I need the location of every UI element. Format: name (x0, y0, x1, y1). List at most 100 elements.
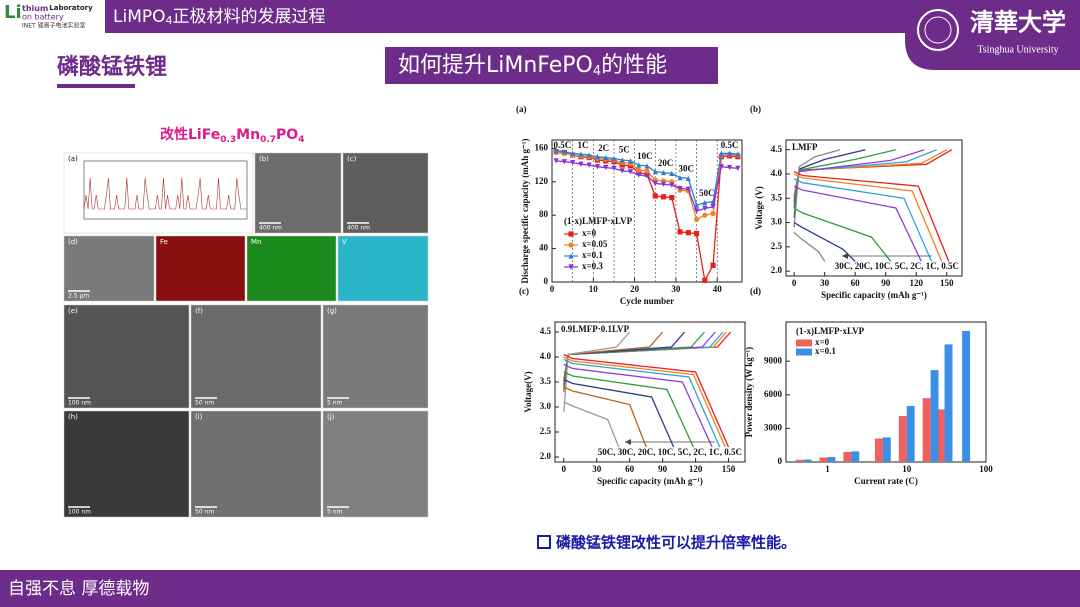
marker (660, 169, 667, 176)
marker (578, 151, 584, 157)
micrograph (322, 304, 429, 409)
series-line (563, 356, 726, 448)
marker (702, 200, 708, 206)
marker (568, 264, 574, 270)
series-line (793, 149, 841, 228)
y-tick-label: 4.0 (771, 168, 783, 178)
series-line (793, 222, 856, 262)
marker (693, 208, 700, 214)
micrograph (155, 235, 246, 302)
marker (603, 164, 609, 171)
y-tick-label: 4.5 (540, 326, 552, 336)
x-tick-label: 10 (902, 464, 912, 474)
marker (652, 193, 658, 199)
x-tick-label: 30 (592, 464, 602, 474)
rate-annotation: 30C, 20C, 10C, 5C, 2C, 1C, 0.5C (835, 261, 959, 271)
rate-label: 10C (637, 151, 653, 161)
panel-label: (e) (68, 307, 78, 315)
marker (669, 182, 675, 188)
x-axis-label: Specific capacity (mAh g⁻¹) (597, 476, 703, 486)
scale-label: 5 nm (327, 400, 343, 407)
header-bar (105, 0, 935, 33)
micrograph (246, 235, 337, 302)
bar (851, 451, 860, 462)
y-axis-label: Voltage (V) (754, 186, 764, 229)
plot-frame (554, 321, 746, 463)
chart-title: 0.9LMFP·0.1LVP (561, 324, 630, 334)
y-tick-label: 6000 (764, 389, 783, 399)
rate-arrow-head (625, 439, 631, 445)
marker (594, 164, 601, 170)
marker (553, 148, 559, 154)
figure-caption: 改性LiFe0.3Mn0.7PO4 (160, 126, 304, 145)
headline: 如何提升LiMnFePO4的性能 (398, 53, 667, 79)
series-line (563, 386, 647, 448)
bar (803, 459, 812, 462)
series-line (793, 231, 826, 262)
micrograph (322, 410, 429, 518)
marker (568, 253, 574, 259)
scale-label: 400 nm (259, 225, 282, 232)
x-tick-label: 40 (713, 284, 723, 294)
y-tick-label: 0 (778, 456, 783, 466)
x-tick-label: 0 (550, 284, 555, 294)
marker (660, 194, 667, 200)
marker (685, 230, 691, 236)
rate-label: 5C (619, 144, 630, 154)
marker (718, 164, 724, 170)
chart-title: LMFP (792, 142, 818, 152)
x-tick-label: 90 (658, 464, 668, 474)
rate-label: 30C (678, 164, 694, 174)
series-line (563, 331, 631, 413)
marker (735, 165, 741, 171)
bar (922, 398, 931, 462)
legend-label: x=0 (582, 228, 597, 238)
logo-text: INET 锂离子电池实验室 (22, 22, 86, 30)
x-axis-label: Specific capacity (mAh g⁻¹) (821, 290, 927, 300)
bar (936, 409, 945, 462)
panel-label: (f) (195, 307, 203, 315)
panel-label: (h) (68, 413, 78, 421)
marker (677, 174, 683, 181)
series-line (793, 173, 943, 262)
marker (561, 149, 567, 155)
headline-box (385, 47, 718, 84)
header-title: LiMPO4正极材料的发展过程 (113, 7, 326, 27)
marker (619, 157, 625, 163)
y-tick-label: 40 (539, 243, 549, 253)
y-tick-label: 160 (535, 142, 549, 152)
micrograph (190, 410, 322, 518)
panel-label: Mn (251, 238, 261, 246)
micrograph (254, 152, 342, 234)
micrograph (63, 152, 254, 234)
x-tick-label: 60 (625, 464, 635, 474)
marker (586, 162, 592, 168)
series-line (563, 331, 686, 390)
panel-label: (b) (259, 155, 269, 163)
legend-label: x=0.05 (582, 239, 608, 249)
marker (710, 262, 716, 268)
micrograph (337, 235, 429, 302)
panel-label: Fe (160, 238, 168, 246)
marker (627, 169, 634, 175)
y-tick-label: 3.5 (771, 192, 783, 202)
rate-label: 2C (598, 143, 609, 153)
x-tick-label: 1 (825, 464, 830, 474)
y-tick-label: 3.5 (540, 376, 552, 386)
x-tick-label: 10 (589, 284, 599, 294)
university-name-en: Tsinghua University (977, 44, 1058, 55)
panel-label: (b) (750, 104, 761, 114)
panel-label: (a) (516, 104, 527, 114)
marker (619, 168, 625, 174)
series-line (563, 331, 724, 383)
y-tick-label: 3.0 (540, 401, 552, 411)
scale-label: 2.5 μm (68, 293, 89, 300)
rate-arrow-head (842, 253, 848, 259)
scale-label: 100 nm (68, 509, 91, 516)
rate-label: 1C (577, 140, 588, 150)
y-axis-label: Discharge specific capacity (mAh g⁻¹) (520, 139, 530, 284)
y-axis-label: Power density (W kg⁻¹) (744, 347, 754, 437)
series-line (563, 358, 721, 448)
micrograph (63, 304, 190, 409)
lab-logo (2, 2, 102, 31)
